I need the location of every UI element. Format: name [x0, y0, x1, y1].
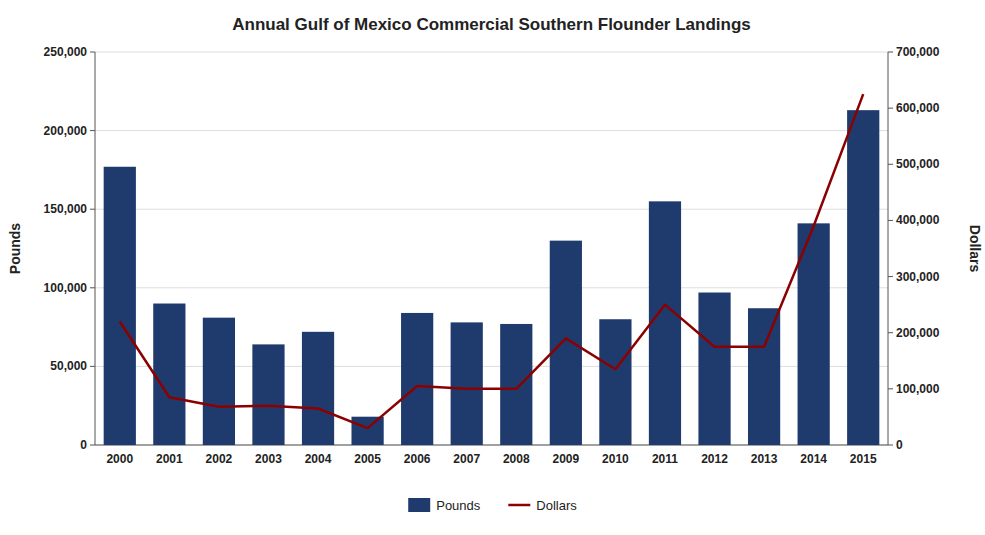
tick-mark	[888, 445, 893, 446]
tick-mark	[888, 52, 893, 53]
tick-mark	[90, 130, 95, 131]
tick-mark	[90, 366, 95, 367]
bar	[252, 344, 284, 445]
bar	[748, 308, 780, 445]
tick-mark	[90, 445, 95, 446]
tick-mark	[888, 388, 893, 389]
legend-label: Dollars	[536, 498, 577, 513]
legend: Pounds Dollars	[408, 498, 577, 513]
bar	[451, 322, 483, 445]
legend-item: Pounds	[408, 498, 481, 513]
chart: Annual Gulf of Mexico Commercial Souther…	[0, 0, 985, 535]
tick-label: 2007	[453, 452, 480, 466]
tick-label: 600,000	[896, 101, 940, 115]
tick-label: 2000	[106, 452, 133, 466]
tick-label: 2003	[255, 452, 282, 466]
tick-label: 200,000	[44, 124, 88, 138]
tick-mark	[888, 332, 893, 333]
bar	[351, 417, 383, 445]
tick-label: 300,000	[896, 270, 940, 284]
legend-swatch	[408, 498, 430, 512]
tick-mark	[90, 287, 95, 288]
tick-label: 2010	[602, 452, 629, 466]
bar	[302, 332, 334, 445]
grid-line	[95, 52, 888, 53]
tick-label: 2002	[206, 452, 233, 466]
line	[120, 94, 863, 428]
tick-label: 2009	[552, 452, 579, 466]
legend-label: Pounds	[436, 498, 481, 513]
tick-label: 2001	[156, 452, 183, 466]
legend-item: Dollars	[508, 498, 577, 513]
bar	[847, 110, 879, 445]
bar	[599, 319, 631, 445]
tick-mark	[888, 164, 893, 165]
tick-label: 2005	[354, 452, 381, 466]
tick-mark	[888, 108, 893, 109]
tick-mark	[90, 52, 95, 53]
tick-label: 2011	[652, 452, 678, 466]
bar	[401, 313, 433, 445]
tick-label: 2012	[701, 452, 728, 466]
grid-line	[95, 130, 888, 131]
bar-series	[104, 110, 880, 445]
grid-line	[95, 287, 888, 288]
tick-label: 250,000	[44, 45, 88, 59]
bar	[550, 241, 582, 445]
tick-label: 2008	[503, 452, 530, 466]
axes: 0 50,000 100,000 150,000 200,000 250,000 0 100,…	[44, 45, 940, 466]
bar	[203, 318, 235, 445]
axis-label: Dollars	[967, 225, 983, 273]
tick-label: 700,000	[896, 45, 940, 59]
tick-label: 100,000	[44, 281, 88, 295]
tick-mark	[90, 209, 95, 210]
grid	[95, 52, 888, 445]
axis-label: Pounds	[7, 223, 23, 275]
bar	[698, 293, 730, 445]
tick-label: 2006	[404, 452, 431, 466]
tick-label: 0	[80, 438, 87, 452]
tick-label: 150,000	[44, 202, 88, 216]
bar	[153, 304, 185, 445]
tick-label: 2004	[305, 452, 332, 466]
grid-line	[95, 209, 888, 210]
tick-label: 100,000	[896, 382, 940, 396]
axis-line	[95, 52, 96, 445]
bar	[500, 324, 532, 445]
tick-label: 2013	[751, 452, 778, 466]
tick-label: 2015	[850, 452, 877, 466]
plot-data	[104, 94, 880, 445]
tick-label: 500,000	[896, 157, 940, 171]
legend-swatch	[508, 504, 530, 507]
tick-label: 200,000	[896, 326, 940, 340]
tick-label: 0	[896, 438, 903, 452]
tick-label: 400,000	[896, 213, 940, 227]
tick-label: 2014	[800, 452, 827, 466]
title: Annual Gulf of Mexico Commercial Souther…	[232, 15, 751, 34]
tick-label: 50,000	[50, 359, 87, 373]
axis-line	[888, 52, 889, 445]
tick-mark	[888, 276, 893, 277]
bar	[104, 167, 136, 445]
bar	[649, 201, 681, 445]
tick-mark	[888, 220, 893, 221]
